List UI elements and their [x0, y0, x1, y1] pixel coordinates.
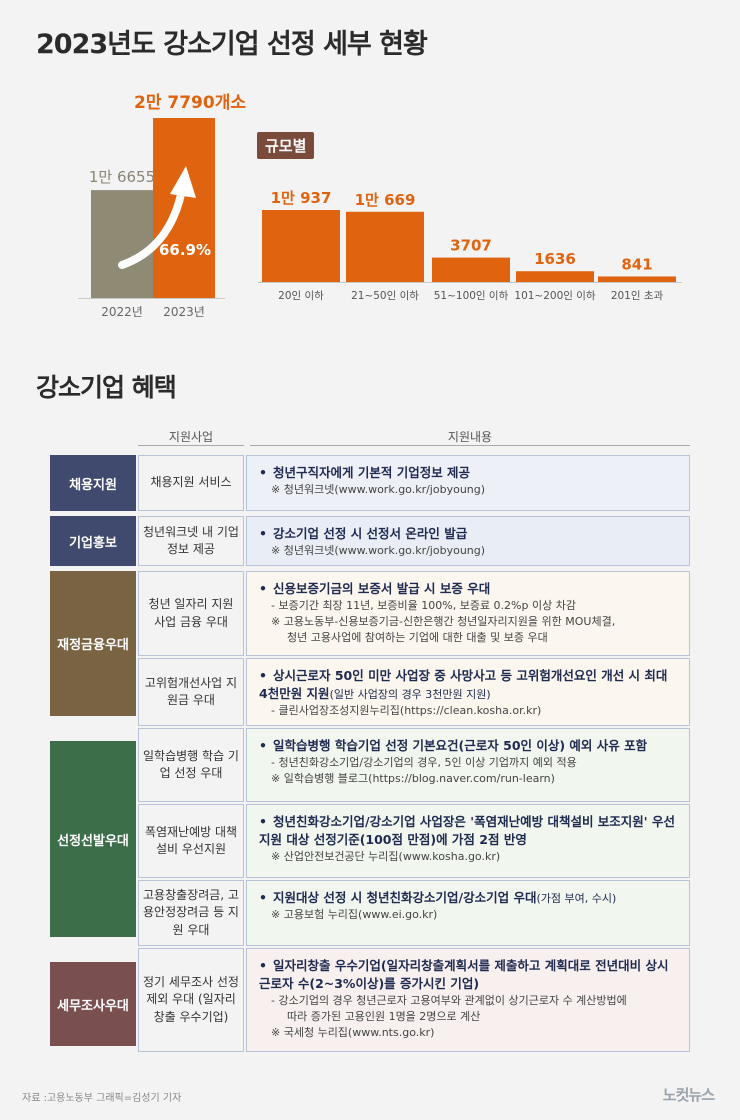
description-note: - 클린사업장조성지원누리집(https://clean.kosha.or.kr… — [271, 704, 542, 718]
description-cell: 신용보증기금의 보증서 발급 시 보증 우대 - 보증기간 최장 11년, 보증… — [246, 571, 690, 656]
description-main: 청년친화강소기업/강소기업 사업장은 '폭염재난예방 대책설비 보조지원' 우선… — [259, 813, 679, 849]
data-label: 3707 — [450, 237, 492, 255]
description-main-note: (일반 사업장의 경우 3천만원 지원) — [329, 688, 491, 702]
description-cell: 일자리창출 우수기업(일자리창출계획서를 제출하고 계획대로 전년대비 상시근로… — [246, 948, 690, 1052]
header-program: 지원사업 — [168, 430, 214, 444]
description-note: ※ 청년워크넷(www.work.go.kr/jobyoung) — [271, 544, 486, 558]
description-note: ※ 산업안전보건공단 누리집(www.kosha.go.kr) — [271, 850, 501, 864]
data-label: 1만 669 — [355, 191, 416, 209]
program-cell: 청년워크넷 내 기업정보 제공 — [138, 516, 244, 566]
program-cell: 고위험개선사업 지원금 우대 — [138, 658, 244, 726]
category-label: 재정금융우대 — [57, 638, 129, 653]
benefits-title: 강소기업 혜택 — [36, 373, 177, 402]
description-note: ※ 국세청 누리집(www.nts.go.kr) — [271, 1026, 435, 1040]
data-label: 841 — [621, 255, 652, 273]
category-label: 채용지원 — [69, 477, 117, 493]
description-cell: 일학습병행 학습기업 선정 기본요건(근로자 50인 이상) 예외 사유 포함 … — [246, 728, 690, 802]
header-line-content — [250, 445, 690, 446]
header-line-program — [138, 445, 244, 446]
data-label: 1만 6655 — [89, 168, 155, 186]
program-cell: 정기 세무조사 선정 제외 우대 (일자리창출 우수기업) — [138, 948, 244, 1052]
scale-tag: 규모별 — [257, 132, 315, 159]
description-note: ※ 고용노동부-신용보증기금-신한은행간 청년일자리지원을 위한 MOU체결, — [271, 615, 616, 629]
category-tax: 세무조사우대 — [50, 962, 136, 1046]
bar-2022년 — [91, 190, 153, 298]
bar-21~50인 이하 — [346, 211, 424, 282]
bar-101~200인 이하 — [516, 271, 594, 282]
description-note: 따라 증가된 고용인원 1명을 2명으로 계산 — [287, 1010, 481, 1024]
bar-51~100인 이하 — [432, 257, 510, 282]
description-note: - 보증기간 최장 11년, 보증비율 100%, 보증료 0.2%p 이상 차… — [271, 599, 576, 613]
source-credit: 자료 :고용노동부 그래픽=김성기 기자 — [22, 1093, 182, 1104]
category-label: 세무조사우대 — [57, 998, 129, 1014]
description-main: 일학습병행 학습기업 선정 기본요건(근로자 50인 이상) 예외 사유 포함 — [259, 737, 679, 755]
category-label: 기업홍보 — [69, 535, 117, 551]
x-tick-label: 20인 이하 — [278, 289, 324, 302]
description-note: ※ 일학습병행 블로그(https://blog.naver.com/run-l… — [271, 772, 555, 786]
description-main-text: 지원대상 선정 시 청년친화강소기업/강소기업 우대 — [273, 890, 537, 905]
description-main: 청년구직자에게 기본적 기업정보 제공 — [259, 464, 679, 482]
data-label: 1636 — [534, 250, 576, 268]
category-finance: 재정금융우대 — [50, 571, 136, 716]
bar-20인 이하 — [262, 210, 340, 282]
description-cell: 강소기업 선정 시 선정서 온라인 발급 ※ 청년워크넷(www.work.go… — [246, 516, 690, 566]
program-cell: 고용창출장려금, 고용안정장려금 등 지원 우대 — [138, 880, 244, 946]
growth-arrow — [118, 186, 186, 269]
description-cell: 청년친화강소기업/강소기업 사업장은 '폭염재난예방 대책설비 보조지원' 우선… — [246, 804, 690, 878]
category-label: 선정선발우대 — [57, 833, 129, 849]
bar-2023년 — [153, 118, 215, 298]
description-note: - 강소기업의 경우 청년근로자 고용여부와 관계없이 상기근로자 수 계산방법… — [271, 994, 627, 1008]
description-note: - 청년친화강소기업/강소기업의 경우, 5인 이상 기업까지 예외 적용 — [271, 756, 577, 770]
header-content: 지원내용 — [447, 430, 493, 444]
chart-area: 2022년 2023년 1만 6655 2만 7790개소 66.9% 1만 937 20인… — [78, 93, 682, 319]
category-promotion: 기업홍보 — [50, 516, 136, 566]
description-main-note: (가점 부여, 수시) — [536, 892, 617, 905]
program-cell: 청년 일자리 지원 사업 금융 우대 — [138, 571, 244, 656]
data-label: 2만 7790개소 — [134, 93, 246, 113]
description-main: 일자리창출 우수기업(일자리창출계획서를 제출하고 계획대로 전년대비 상시근로… — [259, 957, 679, 993]
growth-label: 66.9% — [159, 241, 211, 259]
page-title: 2023년도 강소기업 선정 세부 현황 — [36, 29, 428, 60]
description-main-text: 상시근로자 50인 미만 사업장 중 사망사고 등 고위험개선요인 개선 시 최… — [259, 668, 668, 702]
description-cell: 상시근로자 50인 미만 사업장 중 사망사고 등 고위험개선요인 개선 시 최… — [246, 658, 690, 726]
description-note: ※ 청년워크넷(www.work.go.kr/jobyoung) — [271, 483, 486, 497]
program-cell: 채용지원 서비스 — [138, 455, 244, 511]
program-cell: 일학습병행 학습 기업 선정 우대 — [138, 728, 244, 802]
program-cell: 폭염재난예방 대책 설비 우선지원 — [138, 804, 244, 878]
description-cell: 지원대상 선정 시 청년친화강소기업/강소기업 우대(가점 부여, 수시) ※ … — [246, 880, 690, 946]
x-tick-label: 201인 초과 — [611, 290, 664, 302]
x-tick-label: 51~100인 이하 — [434, 289, 509, 302]
description-main: 상시근로자 50인 미만 사업장 중 사망사고 등 고위험개선요인 개선 시 최… — [259, 667, 679, 703]
description-cell: 청년구직자에게 기본적 기업정보 제공 ※ 청년워크넷(www.work.go.… — [246, 455, 690, 511]
description-main: 지원대상 선정 시 청년친화강소기업/강소기업 우대(가점 부여, 수시) — [259, 889, 679, 907]
category-hiring: 채용지원 — [50, 455, 136, 511]
x-tick-label: 2022년 — [101, 305, 143, 319]
bar-201인 초과 — [598, 276, 676, 282]
description-note: 청년 고용사업에 참여하는 기업에 대한 대출 및 보증 우대 — [287, 631, 548, 644]
x-tick-label: 21~50인 이하 — [351, 289, 419, 302]
x-tick-label: 101~200인 이하 — [514, 289, 596, 302]
growth-arrow-head — [170, 166, 196, 198]
description-main: 신용보증기금의 보증서 발급 시 보증 우대 — [259, 580, 679, 598]
description-note: ※ 고용보험 누리집(www.ei.go.kr) — [271, 908, 438, 922]
x-tick-label: 2023년 — [163, 305, 205, 319]
description-main: 강소기업 선정 시 선정서 온라인 발급 — [259, 525, 679, 543]
publisher-logo: 노컷뉴스 — [662, 1086, 715, 1104]
category-selection: 선정선발우대 — [50, 741, 136, 937]
data-label: 1만 937 — [271, 189, 332, 207]
